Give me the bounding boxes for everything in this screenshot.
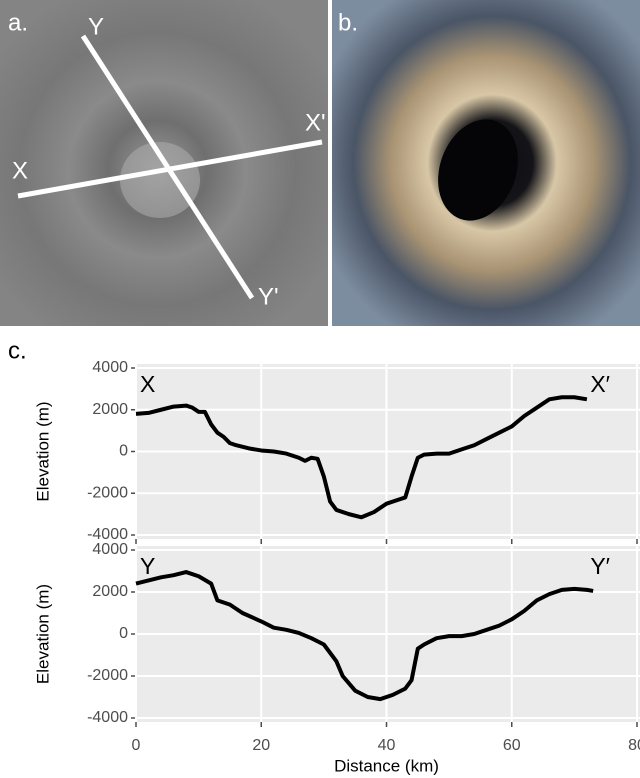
x-tick-label: 40 (378, 737, 396, 754)
marker-label: X (12, 157, 28, 184)
y-axis-title: Elevation (m) (33, 401, 52, 501)
x-axis-title: Distance (km) (334, 756, 439, 775)
y-tick-label: 4000 (92, 359, 128, 376)
y-tick-label: -2000 (87, 484, 128, 501)
annotation: X′ (590, 371, 610, 397)
marker-label: Y' (258, 283, 279, 310)
y-axis-title: Elevation (m) (33, 584, 52, 684)
x-tick-label: 60 (503, 737, 521, 754)
crater-shadow (438, 119, 518, 221)
panel-label: a. (8, 9, 28, 36)
y-tick-label: 2000 (92, 401, 128, 418)
panel-label: c. (8, 337, 27, 364)
marker-label: X' (305, 109, 326, 136)
y-tick-label: -4000 (87, 526, 128, 543)
y-tick-label: 0 (119, 443, 128, 460)
x-tick-label: 0 (132, 737, 141, 754)
profile-line (135, 570, 594, 702)
crater-floor (120, 142, 200, 218)
annotation: X (140, 371, 155, 397)
y-tick-label: 2000 (92, 583, 128, 600)
panel-label: b. (338, 9, 358, 36)
y-tick-label: 0 (119, 625, 128, 642)
x-tick-label: 80 (628, 737, 640, 754)
profile-line (135, 395, 588, 520)
annotation: Y′ (590, 553, 610, 579)
y-tick-label: -2000 (87, 667, 128, 684)
y-tick-label: -4000 (87, 709, 128, 726)
marker-label: Y (88, 13, 104, 40)
profile-line (17, 139, 323, 199)
y-tick-label: 4000 (92, 541, 128, 558)
x-tick-label: 20 (252, 737, 270, 754)
annotation: Y (140, 553, 155, 579)
